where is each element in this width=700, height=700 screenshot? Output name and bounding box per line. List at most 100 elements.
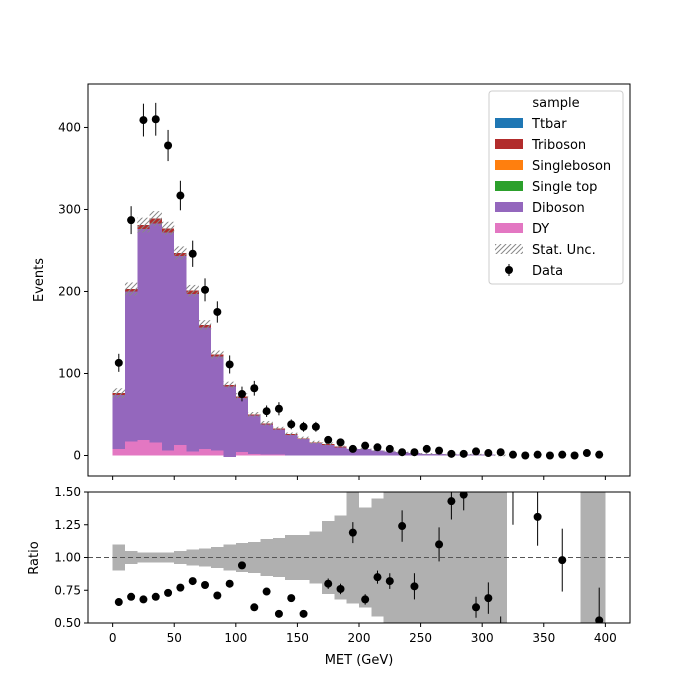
data-point xyxy=(139,116,148,125)
bar-segment xyxy=(161,232,175,451)
data-point xyxy=(114,358,123,367)
ratio-point xyxy=(213,591,222,600)
ratio-y-ticks: 0.50 0.75 1.00 1.25 1.50 xyxy=(54,485,88,630)
ratio-point xyxy=(287,594,296,603)
ratio-y-tick-label: 1.25 xyxy=(54,518,81,532)
ratio-point xyxy=(262,587,271,596)
legend-label: Ttbar xyxy=(531,117,567,132)
ratio-point xyxy=(324,579,333,588)
bar-segment xyxy=(371,450,384,456)
legend-entry-triboson: Triboson xyxy=(495,138,586,153)
legend-entry-stat-unc: Stat. Unc. xyxy=(495,243,596,258)
ratio-y-tick-label: 0.75 xyxy=(54,583,81,597)
bar-segment xyxy=(260,454,273,456)
ratio-band-segment xyxy=(112,544,125,571)
legend-swatch xyxy=(495,160,523,170)
ratio-band-segment xyxy=(198,548,212,567)
bar-segment xyxy=(383,451,396,456)
ratio-point xyxy=(336,584,345,593)
legend-hatch-swatch xyxy=(495,244,523,254)
data-point xyxy=(262,407,271,416)
data-point xyxy=(570,451,579,460)
ratio-point xyxy=(151,592,160,601)
bar-segment xyxy=(211,356,224,451)
bar-segment xyxy=(186,451,199,456)
legend-entry-single-top: Single top xyxy=(495,180,597,195)
ratio-point xyxy=(201,581,210,590)
ratio-point xyxy=(348,528,357,537)
ratio-point xyxy=(127,592,136,601)
stacked-histogram xyxy=(112,218,495,458)
ratio-point xyxy=(361,595,370,604)
stat-unc-box xyxy=(211,350,224,359)
legend-entry-data: Data xyxy=(505,264,563,279)
data-point xyxy=(422,444,431,453)
data-point xyxy=(201,285,210,294)
ratio-points xyxy=(114,492,604,640)
data-point xyxy=(558,450,567,459)
legend-swatch xyxy=(495,223,523,233)
data-point xyxy=(459,449,468,458)
data-point xyxy=(508,450,517,459)
ratio-band-segment xyxy=(457,492,470,623)
ratio-band-segment xyxy=(297,535,310,580)
stat-unc-box xyxy=(297,436,310,440)
legend-label: Data xyxy=(532,264,563,279)
ratio-point xyxy=(274,609,283,618)
ratio-point xyxy=(472,603,481,612)
bar-segment xyxy=(272,429,286,455)
y-tick-label: 300 xyxy=(58,202,81,216)
ratio-point xyxy=(237,561,246,570)
legend-marker xyxy=(505,266,513,274)
ratio-point xyxy=(385,577,394,586)
data-point xyxy=(213,307,222,316)
ratio-band-segment xyxy=(272,537,286,578)
data-point xyxy=(398,448,407,457)
ratio-band-segment xyxy=(346,492,359,604)
bar-segment xyxy=(174,256,187,445)
data-point xyxy=(373,443,382,452)
legend-swatch xyxy=(495,118,523,128)
ratio-point xyxy=(114,598,123,607)
main-y-ticks: 0 100 200 300 400 xyxy=(58,120,88,462)
stat-unc-box xyxy=(285,432,298,436)
data-point xyxy=(435,446,444,455)
ratio-point xyxy=(447,497,456,506)
ratio-y-axis-label: Ratio xyxy=(27,541,42,574)
legend-swatch xyxy=(495,139,523,149)
bar-segment xyxy=(223,386,236,458)
ratio-point xyxy=(558,556,567,565)
data-point xyxy=(287,420,296,429)
stat-unc-box xyxy=(124,282,138,296)
x-tick-label: 50 xyxy=(167,631,182,645)
bar-segment xyxy=(186,293,199,452)
data-point xyxy=(545,451,554,460)
x-tick-label: 350 xyxy=(532,631,555,645)
ratio-band-segment xyxy=(359,507,372,608)
stat-unc-box xyxy=(260,421,273,426)
data-point xyxy=(533,450,542,459)
bar-segment xyxy=(198,448,212,456)
ratio-band-segment xyxy=(223,544,236,571)
stat-unc-box xyxy=(309,440,323,445)
bar-segment xyxy=(309,443,323,456)
bar-segment xyxy=(137,439,150,456)
bar-segment xyxy=(235,398,249,453)
ratio-point xyxy=(497,632,505,640)
ratio-band-segment xyxy=(593,492,606,623)
data-point xyxy=(311,422,320,431)
bar-segment xyxy=(211,450,224,456)
main-y-axis-label: Events xyxy=(32,258,47,302)
bar-segment xyxy=(359,448,372,456)
ratio-point xyxy=(459,492,468,499)
stat-unc-box xyxy=(174,246,187,260)
ratio-point xyxy=(176,583,185,592)
legend-label: Stat. Unc. xyxy=(532,243,596,258)
legend-label: DY xyxy=(532,222,549,237)
ratio-point xyxy=(373,573,382,582)
main-x-ticks xyxy=(112,476,606,480)
x-tick-label: 400 xyxy=(594,631,617,645)
ratio-point xyxy=(533,512,542,521)
ratio-point xyxy=(595,616,604,623)
